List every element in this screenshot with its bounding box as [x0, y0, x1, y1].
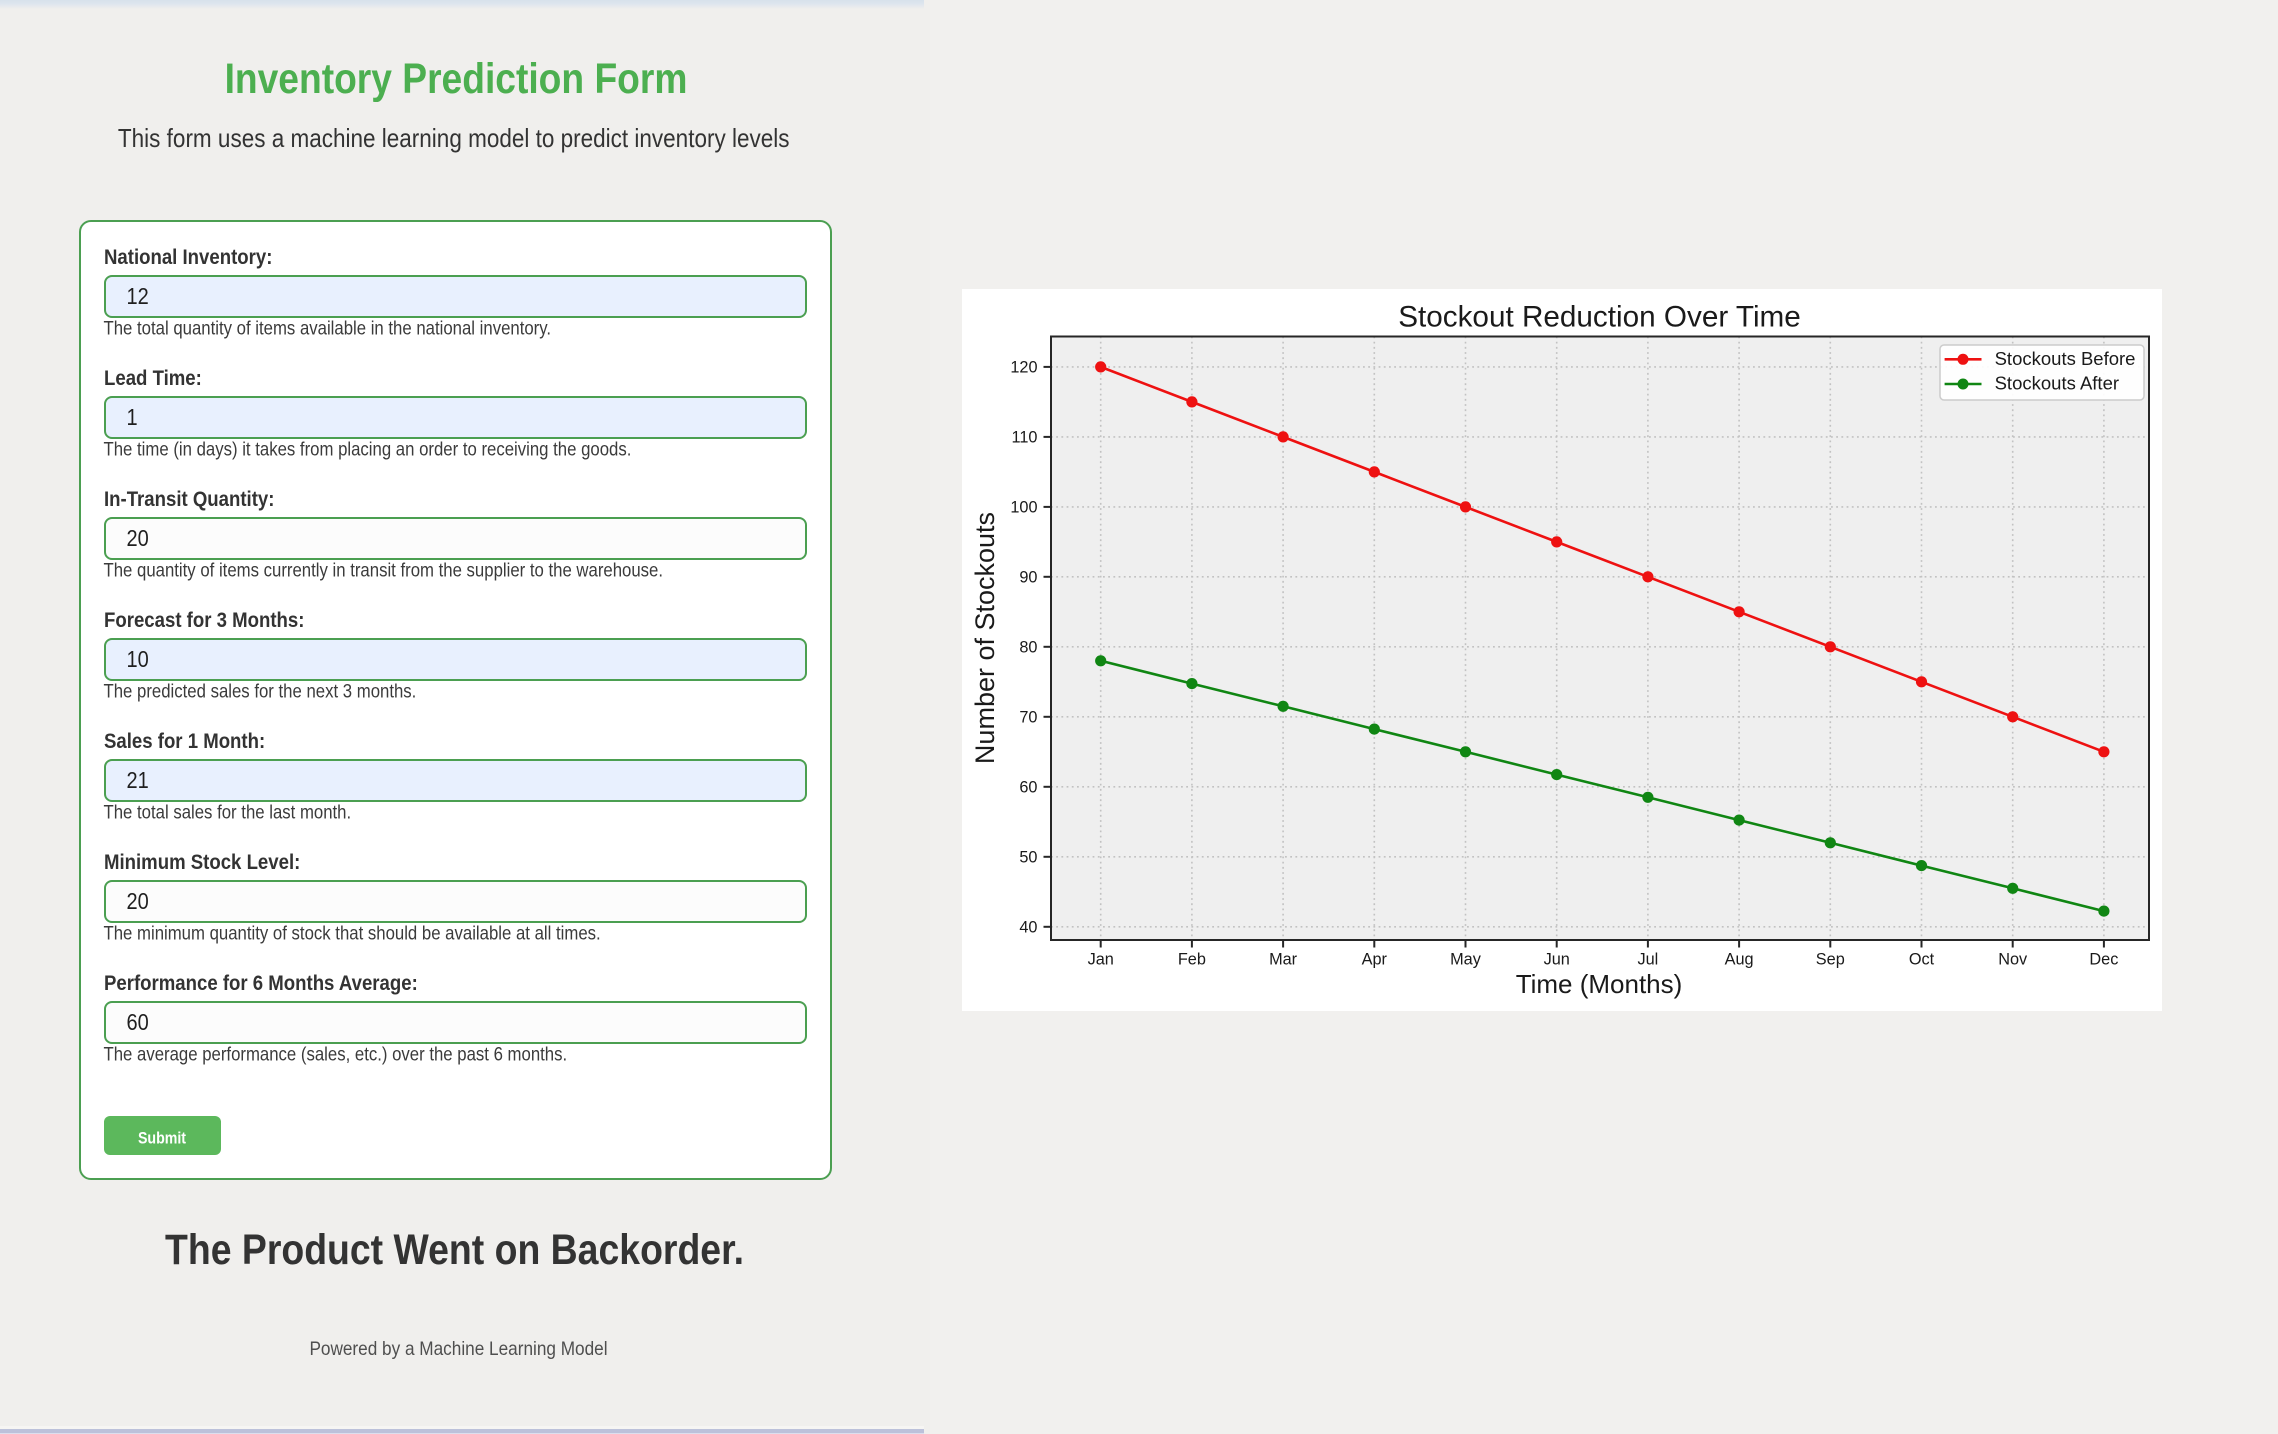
svg-text:Nov: Nov [1998, 951, 2028, 969]
svg-text:Number of Stockouts: Number of Stockouts [970, 512, 1000, 764]
svg-text:90: 90 [1019, 568, 1037, 586]
svg-text:Dec: Dec [2089, 951, 2118, 969]
svg-text:Time (Months): Time (Months) [1516, 969, 1683, 999]
svg-text:60: 60 [1019, 778, 1037, 796]
svg-text:50: 50 [1019, 848, 1037, 866]
svg-text:100: 100 [1010, 498, 1037, 516]
svg-text:70: 70 [1019, 708, 1037, 726]
svg-text:120: 120 [1010, 358, 1037, 376]
svg-text:Stockouts After: Stockouts After [1995, 373, 2119, 394]
svg-text:80: 80 [1019, 638, 1037, 656]
svg-text:Sep: Sep [1816, 951, 1845, 969]
svg-text:Jul: Jul [1637, 951, 1658, 969]
svg-text:Jun: Jun [1544, 951, 1570, 969]
svg-text:Stockouts Before: Stockouts Before [1995, 348, 2136, 369]
svg-text:May: May [1450, 951, 1482, 969]
svg-text:Oct: Oct [1909, 951, 1935, 969]
svg-text:40: 40 [1019, 918, 1037, 936]
svg-text:Mar: Mar [1269, 951, 1298, 969]
svg-text:Feb: Feb [1178, 951, 1206, 969]
svg-text:Apr: Apr [1362, 951, 1388, 969]
svg-text:Stockout Reduction Over Time: Stockout Reduction Over Time [1398, 301, 1801, 334]
svg-text:Aug: Aug [1725, 951, 1754, 969]
svg-text:110: 110 [1012, 428, 1038, 446]
svg-text:Jan: Jan [1088, 951, 1114, 969]
